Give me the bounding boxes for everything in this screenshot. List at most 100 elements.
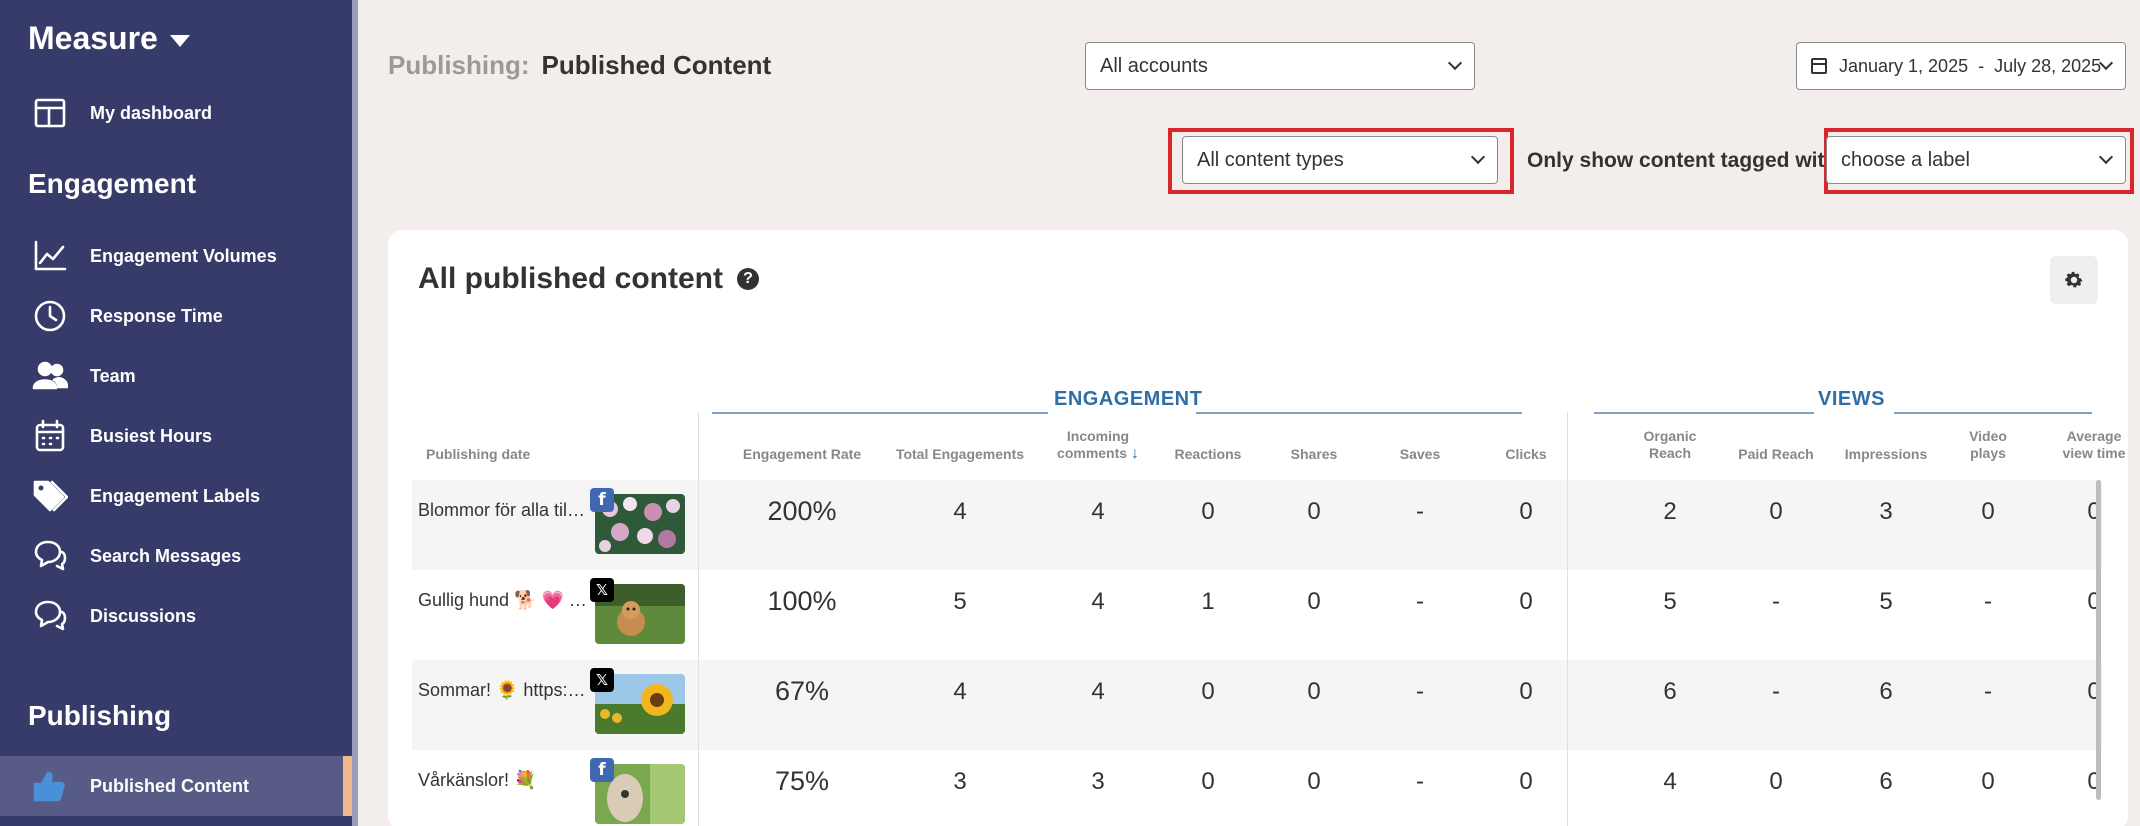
cell-video: - [1984,588,1992,615]
cell-avg: 0 [2087,588,2101,615]
content-type-select[interactable]: All content types [1182,136,1498,184]
table-settings-button[interactable] [2050,256,2098,304]
cell-impressions: 5 [1879,588,1893,615]
cell-avg: 0 [2087,498,2101,525]
highlight-box [1168,128,1514,194]
col-header-shares[interactable]: Shares [1290,446,1338,462]
sidebar-item-label: Team [90,365,136,386]
date-range-picker[interactable]: January 1, 2025 - July 28, 2025 [1796,42,2126,90]
page-title-text: Published Content [541,50,772,80]
cell-saves: - [1416,678,1424,705]
cell-avg: 0 [2087,678,2101,705]
col-header-organic-reach[interactable]: Organic Reach [1620,428,1720,462]
cell-total: 4 [953,678,967,705]
sidebar-item-my-dashboard[interactable]: My dashboard [0,83,352,143]
help-icon[interactable]: ? [737,268,759,290]
cell-incoming: 4 [1091,678,1105,705]
team-icon [30,356,70,396]
clock-icon [30,296,70,336]
col-header-clicks[interactable]: Clicks [1505,446,1547,462]
cell-paid: - [1772,588,1780,615]
cell-shares: 0 [1307,678,1321,705]
table-row[interactable]: Vårkänslor! 💐 f 75% 3 3 0 0 - 0 4 0 6 0 0 [412,750,2102,826]
cell-eng-rate: 75% [774,766,830,796]
chevron-down-icon [1447,55,1463,71]
chevron-down-icon [2098,149,2114,165]
sidebar-item-response-time[interactable]: Response Time [0,286,352,346]
column-divider [1567,412,1568,826]
page-title: Publishing: Published Content [388,50,771,81]
cell-impressions: 6 [1879,678,1893,705]
post-text: Gullig hund 🐕 💗 … [418,590,587,610]
cell-eng-rate: 200% [767,496,837,526]
col-header-reactions[interactable]: Reactions [1174,446,1242,462]
calendar-icon [30,416,70,456]
col-header-text: comments [1057,445,1128,461]
sidebar-item-discussions[interactable]: Discussions [0,586,352,646]
sidebar-item-label: Response Time [90,305,223,326]
sidebar-item-search-messages[interactable]: Search Messages [0,526,352,586]
chat-search-icon [30,536,70,576]
cell-saves: - [1416,768,1424,795]
cell-avg: 0 [2087,768,2101,795]
sidebar-item-engagement-volumes[interactable]: Engagement Volumes [0,226,352,286]
col-header-publishing-date[interactable]: Publishing date [426,446,531,462]
accounts-select[interactable]: All accounts [1085,42,1475,90]
measure-label: Measure [28,20,158,56]
card-title: All published content ? [418,262,759,296]
cell-clicks: 0 [1519,588,1533,615]
sidebar-item-team[interactable]: Team [0,346,352,406]
sidebar-item-label: Published Content [90,775,249,796]
table-scrollbar[interactable] [2096,480,2101,800]
col-header-total-engagements[interactable]: Total Engagements [895,446,1025,462]
table-row[interactable]: Sommar! 🌻 https:… 𝕏 67% 4 4 0 0 - 0 6 - 6 - 0 [412,660,2102,750]
col-header-impressions[interactable]: Impressions [1844,446,1928,462]
cell-video: - [1984,678,1992,705]
col-header-saves[interactable]: Saves [1399,446,1441,462]
measure-menu-button[interactable]: Measure [28,20,190,57]
cell-saves: - [1416,588,1424,615]
label-select[interactable]: choose a label [1826,136,2126,184]
content-type-select-value: All content types [1197,148,1344,171]
sidebar-item-label: Engagement Volumes [90,245,277,266]
post-text: Vårkänslor! 💐 [418,770,537,790]
sidebar-item-label: Busiest Hours [90,425,213,446]
sidebar-item-label: Search Messages [90,545,242,566]
col-header-incoming-comments[interactable]: Incoming comments ↓ [1048,428,1148,462]
horse-thumbnail [595,764,685,824]
col-header-video-plays[interactable]: Video plays [1938,428,2038,462]
cell-paid: - [1772,678,1780,705]
flowers-thumbnail [595,494,685,554]
table-row[interactable]: Blommor för alla tillfällen f 200% 4 4 0 0 - 0… [412,480,2102,570]
tags-icon [30,476,70,516]
facebook-icon: f [590,758,614,782]
discussions-icon [30,596,70,636]
label-select-value: choose a label [1841,148,1970,171]
cell-organic: 4 [1663,768,1677,795]
column-divider [698,412,699,826]
cell-eng-rate: 100% [767,586,837,616]
tag-filter-label: Only show content tagged with: [1527,149,1845,172]
sidebar-item-busiest-hours[interactable]: Busiest Hours [0,406,352,466]
section-heading-publishing: Publishing [28,700,172,731]
cell-clicks: 0 [1519,678,1533,705]
section-heading-engagement: Engagement [28,168,197,199]
cell-shares: 0 [1307,498,1321,525]
col-header-engagement-rate[interactable]: Engagement Rate [742,446,862,462]
sidebar-item-published-content[interactable]: Published Content [0,756,352,816]
table-row[interactable]: Gullig hund 🐕 💗 … 𝕏 100% 5 4 1 0 - 0 5 - 5 - 0 [412,570,2102,660]
x-twitter-icon: 𝕏 [590,668,614,692]
cell-eng-rate: 67% [774,676,830,706]
cell-reactions: 1 [1201,588,1215,615]
cell-organic: 5 [1663,588,1677,615]
sidebar-item-label: Engagement Labels [90,485,261,506]
col-header-average-view-time[interactable]: Average view time [2044,428,2140,462]
sidebar-item-label: Discussions [90,605,197,626]
sidebar-item-engagement-labels[interactable]: Engagement Labels [0,466,352,526]
x-twitter-icon: 𝕏 [590,578,614,602]
group-rule [712,412,1048,414]
col-header-paid-reach[interactable]: Paid Reach [1738,446,1814,462]
group-rule [1894,412,2092,414]
cell-total: 3 [953,768,967,795]
group-header-engagement: ENGAGEMENT [1054,388,1203,410]
